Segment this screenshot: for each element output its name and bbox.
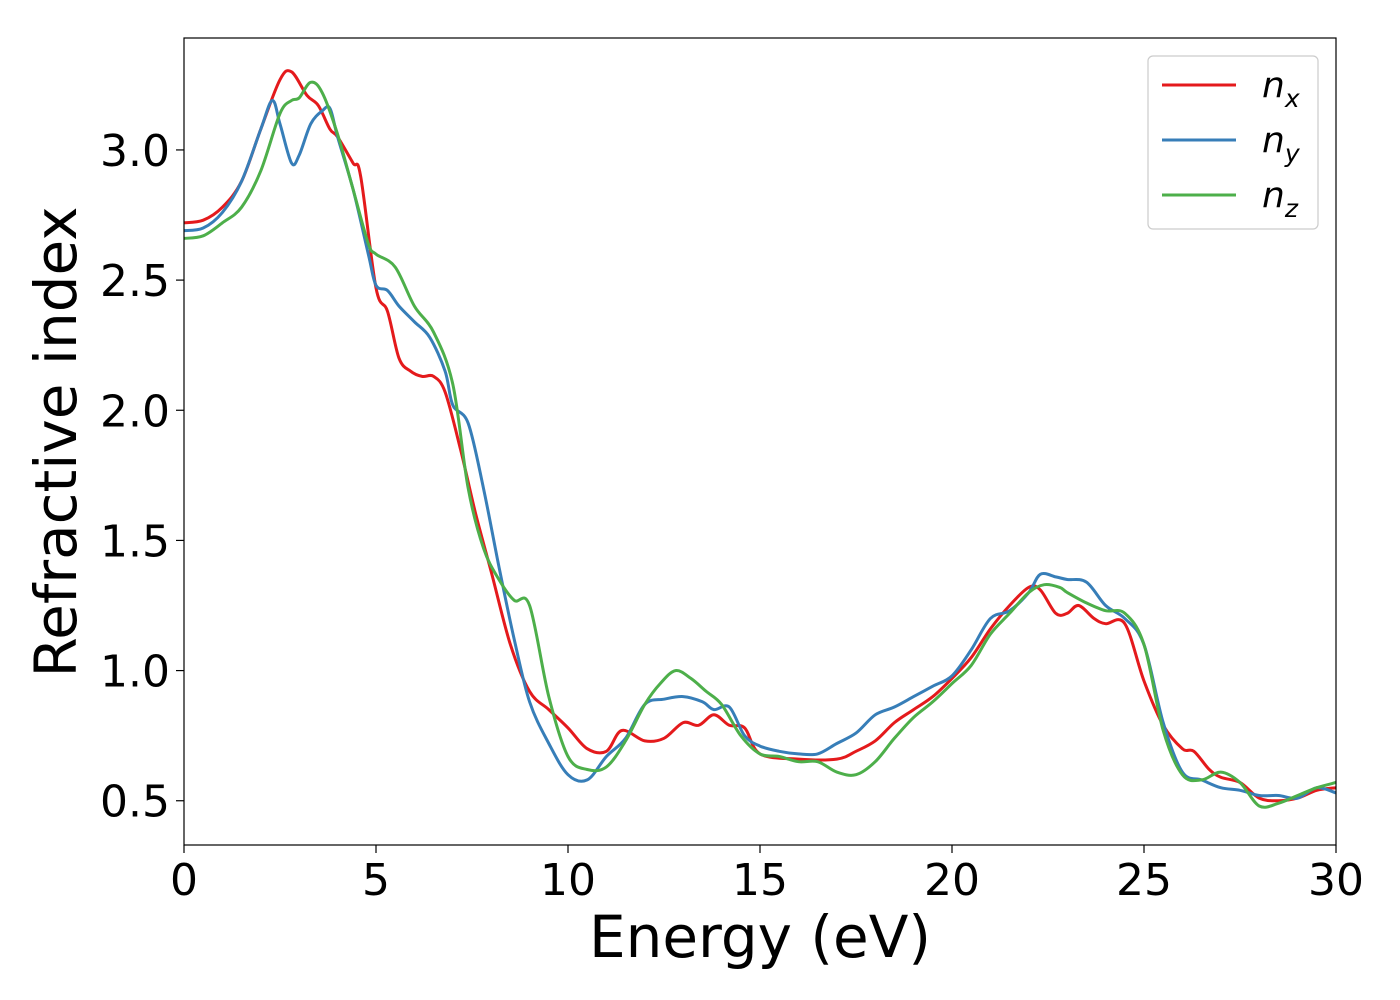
series-line-nz bbox=[184, 80, 1336, 809]
y-tick-label: 1.0 bbox=[100, 647, 170, 698]
legend-box bbox=[1147, 55, 1319, 230]
y-tick-label: 2.5 bbox=[100, 256, 170, 307]
y-axis-title: Refractive index bbox=[22, 206, 90, 677]
series-lines bbox=[184, 69, 1336, 809]
legend-label-nz: nz bbox=[1262, 175, 1299, 223]
legend: nx ny nz bbox=[1147, 55, 1319, 230]
legend-label-nx: nx bbox=[1262, 65, 1300, 113]
legend-label-ny: ny bbox=[1262, 120, 1301, 168]
y-axis-ticks: 0.5 1.0 1.5 2.0 2.5 3.0 bbox=[100, 126, 184, 828]
x-tick-label: 10 bbox=[540, 855, 596, 906]
x-axis-ticks: 0 5 10 15 20 25 30 bbox=[170, 845, 1364, 906]
y-tick-label: 0.5 bbox=[100, 777, 170, 828]
x-tick-label: 15 bbox=[732, 855, 788, 906]
x-tick-label: 0 bbox=[170, 855, 198, 906]
x-tick-label: 5 bbox=[362, 855, 390, 906]
y-tick-label: 3.0 bbox=[100, 126, 170, 177]
y-tick-label: 1.5 bbox=[100, 516, 170, 567]
x-tick-label: 30 bbox=[1308, 855, 1364, 906]
x-tick-label: 20 bbox=[924, 855, 980, 906]
x-axis-title: Energy (eV) bbox=[589, 903, 931, 971]
x-tick-label: 25 bbox=[1116, 855, 1172, 906]
y-tick-label: 2.0 bbox=[100, 386, 170, 437]
series-line-nx bbox=[184, 69, 1336, 803]
